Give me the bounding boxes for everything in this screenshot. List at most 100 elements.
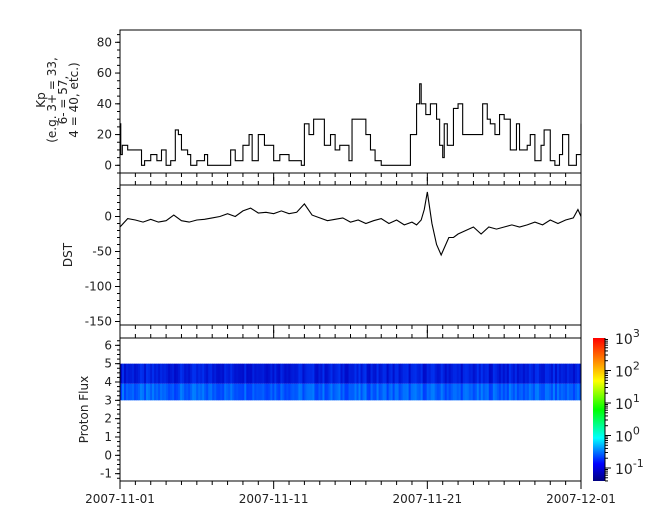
heatmap-cell — [458, 363, 462, 384]
heatmap-cell — [182, 383, 185, 401]
heatmap-cell — [272, 383, 275, 401]
kp-axis-label: 4 = 40, etc.) — [67, 62, 81, 137]
heatmap-cell — [352, 363, 355, 384]
heatmap-cell — [222, 383, 225, 401]
heatmap-cell — [180, 383, 183, 401]
heatmap-cell — [214, 363, 217, 384]
colorbar — [593, 338, 605, 481]
heatmap-cell — [250, 383, 253, 401]
y-tick-label: -150 — [85, 315, 112, 329]
heatmap-cell — [438, 383, 442, 401]
heatmap-cell — [270, 363, 273, 384]
heatmap-cell — [338, 363, 341, 384]
heatmap-cell — [294, 383, 297, 401]
heatmap-cell — [536, 363, 540, 384]
heatmap-cell — [564, 383, 568, 401]
heatmap-cell — [556, 363, 560, 384]
heatmap-cell — [208, 363, 211, 384]
heatmap-cell — [148, 363, 151, 384]
heatmap-cell — [462, 383, 466, 401]
heatmap-cell — [368, 363, 371, 384]
heatmap-cell — [418, 363, 422, 384]
heatmap-cell — [302, 363, 305, 384]
heatmap-cell — [558, 383, 562, 401]
kp-series-line — [120, 83, 582, 166]
heatmap-cell — [336, 383, 339, 401]
heatmap-cell — [322, 363, 325, 384]
kp-axis-label: Kp — [34, 92, 48, 108]
heatmap-cell — [344, 383, 347, 401]
heatmap-cell — [522, 383, 526, 401]
heatmap-cell — [542, 383, 546, 401]
heatmap-cell — [450, 383, 454, 401]
heatmap-cell — [266, 383, 269, 401]
heatmap-cell — [188, 383, 191, 401]
heatmap-cell — [472, 363, 476, 384]
heatmap-cell — [546, 363, 550, 384]
heatmap-cell — [398, 363, 402, 384]
heatmap-cell — [190, 383, 193, 401]
heatmap-cell — [518, 363, 522, 384]
heatmap-cell — [280, 383, 283, 401]
heatmap-cell — [348, 363, 351, 384]
heatmap-cell — [424, 363, 428, 384]
heatmap-cell — [274, 383, 277, 401]
heatmap-cell — [528, 383, 532, 401]
heatmap-cell — [390, 383, 393, 401]
heatmap-cell — [510, 383, 514, 401]
heatmap-cell — [136, 363, 139, 384]
heatmap-cell — [202, 383, 205, 401]
heatmap-cell — [510, 363, 514, 384]
heatmap-cell — [506, 383, 510, 401]
plot-frame — [119, 29, 582, 174]
heatmap-cell — [324, 383, 327, 401]
heatmap-cell — [422, 383, 426, 401]
heatmap-cell — [400, 383, 404, 401]
heatmap-cell — [534, 363, 538, 384]
heatmap-cell — [560, 363, 564, 384]
heatmap-cell — [478, 383, 482, 401]
heatmap-cell — [144, 383, 147, 401]
heatmap-cell — [258, 383, 261, 401]
colorbar-tick-label: 102 — [615, 360, 640, 381]
heatmap-cell — [342, 363, 345, 384]
heatmap-cell — [338, 383, 341, 401]
heatmap-cell — [336, 363, 339, 384]
heatmap-cell — [498, 363, 502, 384]
heatmap-cell — [402, 383, 406, 401]
heatmap-cell — [148, 383, 151, 401]
heatmap-cell — [482, 383, 486, 401]
heatmap-cell — [234, 383, 237, 401]
heatmap-cell — [206, 383, 209, 401]
heatmap-cell — [440, 363, 444, 384]
heatmap-cell — [166, 383, 169, 401]
heatmap-cell — [486, 383, 490, 401]
heatmap-cell — [286, 363, 289, 384]
heatmap-cell — [420, 383, 424, 401]
heatmap-cell — [306, 363, 309, 384]
heatmap-cell — [374, 383, 377, 401]
heatmap-cell — [426, 363, 430, 384]
heatmap-cell — [540, 383, 544, 401]
heatmap-cell — [500, 363, 504, 384]
heatmap-cell — [268, 383, 271, 401]
heatmap-cell — [232, 383, 235, 401]
heatmap-cell — [204, 383, 207, 401]
heatmap-cell — [158, 363, 161, 384]
heatmap-cell — [552, 363, 556, 384]
heatmap-cell — [188, 363, 191, 384]
heatmap-cell — [516, 383, 520, 401]
heatmap-cell — [452, 363, 456, 384]
heatmap-cell — [526, 383, 530, 401]
heatmap-cell — [154, 363, 157, 384]
heatmap-cell — [326, 363, 329, 384]
heatmap-cell — [270, 383, 273, 401]
heatmap-cell — [140, 363, 143, 384]
heatmap-cell — [568, 363, 572, 384]
heatmap-cell — [220, 363, 223, 384]
heatmap-cell — [264, 363, 267, 384]
heatmap-cell — [226, 363, 229, 384]
heatmap-cell — [498, 383, 502, 401]
heatmap-cell — [384, 363, 387, 384]
heatmap-cell — [416, 383, 420, 401]
